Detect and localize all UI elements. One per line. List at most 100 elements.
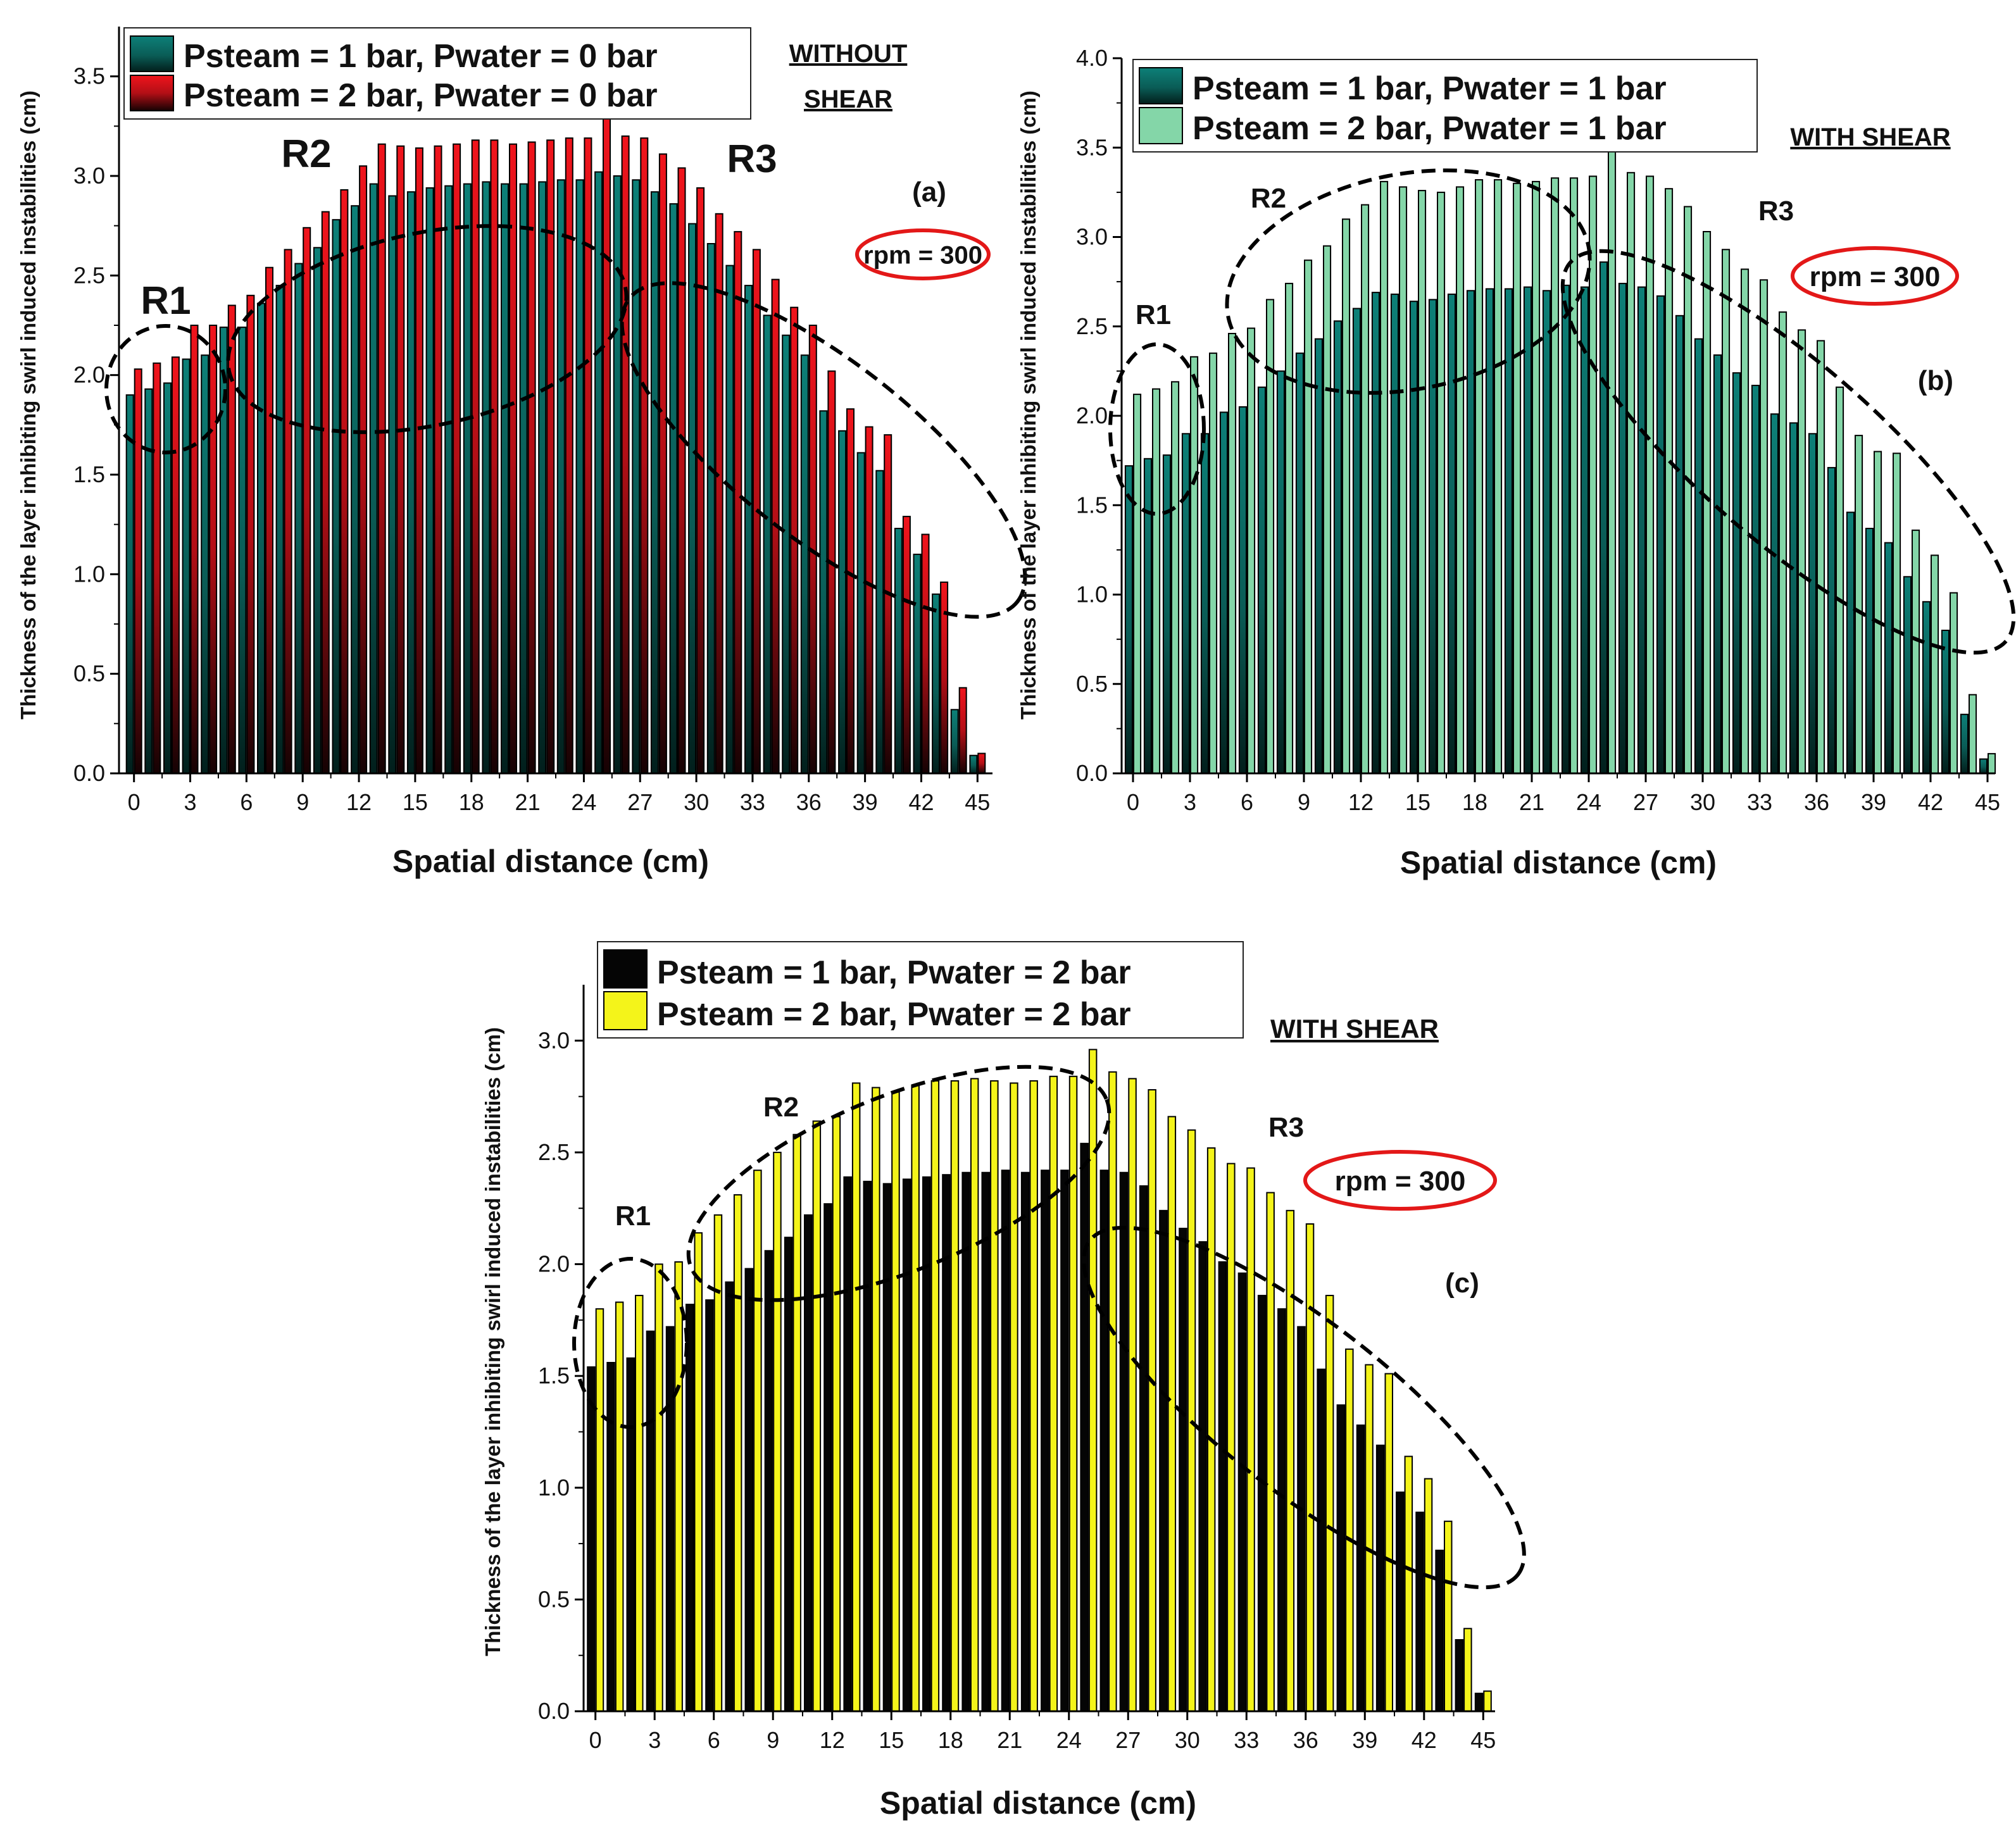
bar-s2-x17 bbox=[453, 143, 461, 774]
bar-s2-x26 bbox=[621, 135, 630, 775]
bar-s2-x3 bbox=[654, 1263, 663, 1712]
rpm-ellipse bbox=[855, 228, 991, 280]
y-tick-label: 2.0 bbox=[538, 1251, 570, 1277]
bar-s1-x40 bbox=[875, 470, 884, 774]
bar-s1-x16 bbox=[1428, 299, 1437, 774]
bar-s1-x2 bbox=[163, 382, 172, 774]
bar-s2-x14 bbox=[396, 145, 405, 775]
y-tick-label: 2.5 bbox=[73, 262, 105, 288]
bar-s1-x29 bbox=[1159, 1209, 1168, 1713]
region-oval-r2 bbox=[226, 224, 629, 434]
y-tick-label: 1.0 bbox=[538, 1475, 570, 1501]
bar-s2-x10 bbox=[321, 211, 330, 775]
bar-s1-x18 bbox=[1466, 290, 1475, 775]
bar-s2-x31 bbox=[1206, 1147, 1216, 1712]
bar-s2-x12 bbox=[832, 1116, 841, 1712]
bar-s2-x22 bbox=[546, 139, 555, 774]
y-tick-label: 2.5 bbox=[538, 1139, 570, 1165]
bar-s2-x9 bbox=[1304, 259, 1313, 774]
bar-s1-x11 bbox=[332, 219, 341, 774]
bar-s2-x10 bbox=[792, 1133, 801, 1712]
legend-swatch-1 bbox=[1139, 67, 1183, 104]
y-axis-title: Thickness of the layer inhibiting swirl … bbox=[481, 1027, 504, 1656]
panel-label: (b) bbox=[1918, 365, 1953, 396]
x-tick-label: 18 bbox=[1462, 789, 1487, 815]
bar-s2-x32 bbox=[1227, 1163, 1236, 1712]
bar-s1-x45 bbox=[969, 754, 978, 774]
legend-swatch-1 bbox=[130, 35, 174, 72]
bar-s2-x25 bbox=[603, 111, 611, 774]
x-tick-label: 15 bbox=[879, 1727, 904, 1753]
region-label-r2: R2 bbox=[1251, 183, 1286, 214]
bar-s1-x45 bbox=[1474, 1692, 1484, 1712]
y-tick-label: 1.5 bbox=[1076, 492, 1108, 518]
bar-s1-x7 bbox=[257, 303, 265, 774]
bar-s2-x30 bbox=[1703, 231, 1712, 774]
bar-s1-x20 bbox=[981, 1171, 990, 1712]
legend-label-2: Psteam = 2 bar, Pwater = 2 bar bbox=[657, 996, 1131, 1033]
bar-s1-x21 bbox=[519, 183, 528, 775]
y-tick-label: 0.0 bbox=[73, 760, 105, 786]
bar-s2-x5 bbox=[694, 1232, 703, 1712]
bar-s2-x41 bbox=[1912, 529, 1920, 774]
bar-s1-x43 bbox=[932, 593, 941, 774]
bar-s2-x35 bbox=[1798, 329, 1806, 774]
bar-s1-x30 bbox=[1694, 338, 1703, 774]
condition-note: WITH SHEAR bbox=[1790, 123, 1950, 151]
bar-s1-x17 bbox=[1447, 293, 1456, 774]
bar-s2-x23 bbox=[565, 137, 573, 774]
rpm-ellipse bbox=[1303, 1150, 1497, 1211]
bar-s1-x4 bbox=[1200, 433, 1210, 775]
bar-s2-x39 bbox=[1365, 1364, 1374, 1712]
y-tick-label: 2.0 bbox=[73, 362, 105, 388]
rpm-ellipse bbox=[1791, 246, 1959, 306]
bar-s1-x8 bbox=[744, 1268, 753, 1712]
bar-s2-x29 bbox=[677, 167, 686, 774]
bar-s2-x44 bbox=[958, 687, 967, 774]
bar-s2-x22 bbox=[1029, 1080, 1038, 1712]
bar-s1-x2 bbox=[1162, 454, 1172, 774]
bar-s2-x25 bbox=[1608, 149, 1617, 775]
x-tick-label: 42 bbox=[1918, 789, 1943, 815]
y-tick-label: 3.5 bbox=[1076, 134, 1108, 160]
bar-s1-x12 bbox=[1352, 308, 1361, 774]
bar-s1-x40 bbox=[1884, 542, 1893, 774]
bar-s1-x41 bbox=[1396, 1491, 1405, 1713]
bar-s2-x24 bbox=[1589, 175, 1598, 774]
y-tick-label: 2.0 bbox=[1076, 403, 1108, 428]
x-tick-label: 27 bbox=[627, 789, 653, 815]
bar-s1-x40 bbox=[1375, 1444, 1385, 1712]
x-tick-label: 45 bbox=[1470, 1727, 1496, 1753]
bar-s2-x42 bbox=[921, 534, 930, 775]
region-oval-r1 bbox=[104, 324, 227, 454]
x-tick-label: 30 bbox=[1690, 789, 1715, 815]
bar-s2-x2 bbox=[171, 356, 180, 774]
rpm-label: rpm = 300 bbox=[1335, 1166, 1466, 1197]
x-tick-label: 3 bbox=[648, 1727, 661, 1753]
bars-group bbox=[125, 111, 986, 775]
bar-s2-x23 bbox=[1570, 177, 1579, 774]
bar-s2-x37 bbox=[827, 370, 836, 774]
bar-s2-x44 bbox=[1969, 694, 1977, 774]
legend-swatch-2 bbox=[1139, 107, 1183, 144]
bar-s1-x9 bbox=[1295, 353, 1305, 774]
y-tick-label: 0.0 bbox=[538, 1698, 570, 1724]
x-tick-label: 42 bbox=[908, 789, 934, 815]
bar-s2-x1 bbox=[153, 362, 161, 774]
bar-s2-x8 bbox=[284, 249, 292, 774]
y-tick-label: 3.0 bbox=[73, 163, 105, 189]
bar-s2-x2 bbox=[635, 1295, 644, 1712]
bar-s1-x14 bbox=[863, 1180, 872, 1713]
x-tick-label: 39 bbox=[853, 789, 878, 815]
bar-s1-x14 bbox=[1390, 293, 1399, 774]
bar-s1-x13 bbox=[843, 1176, 852, 1713]
y-tick-label: 0.5 bbox=[73, 661, 105, 687]
legend-label-1: Psteam = 1 bar, Pwater = 0 bar bbox=[184, 38, 658, 75]
bar-s2-x38 bbox=[1855, 435, 1863, 774]
bar-s1-x10 bbox=[313, 247, 322, 774]
x-tick-label: 27 bbox=[1115, 1727, 1141, 1753]
x-axis-title: Spatial distance (cm) bbox=[392, 844, 709, 879]
x-axis-title: Spatial distance (cm) bbox=[880, 1785, 1196, 1821]
region-label-r3: R3 bbox=[727, 137, 777, 181]
y-axis-title: Thickness of the layer inhibiting swirl … bbox=[1017, 90, 1040, 720]
